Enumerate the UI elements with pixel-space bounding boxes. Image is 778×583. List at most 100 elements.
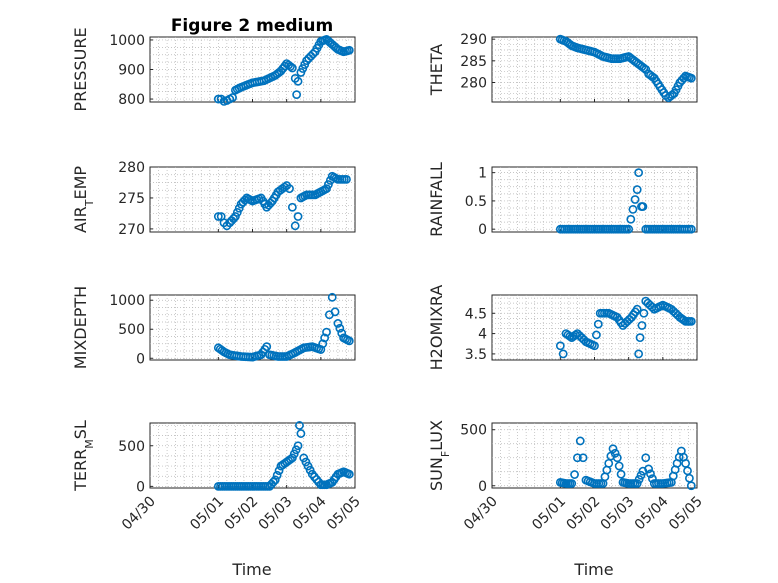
terr_msl-y-label: TERRMSL <box>71 420 96 492</box>
terr_msl-point <box>291 445 301 455</box>
air_temp-point <box>324 180 333 189</box>
rainfall-y-label: RAINFALL <box>427 162 446 237</box>
terr_msl-point <box>270 475 280 485</box>
air_temp-point <box>213 212 223 221</box>
mixdepth-point <box>318 339 328 349</box>
pressure-point <box>344 45 354 55</box>
pressure-point <box>293 76 303 86</box>
h2omixra-point <box>558 349 568 359</box>
h2omixra-point <box>593 319 603 329</box>
y-tick-label: 4 <box>478 327 487 343</box>
x-tick-label: 04/30 <box>119 494 159 534</box>
mixdepth-point <box>322 327 331 337</box>
sun_flux-point <box>570 470 579 479</box>
y-tick-label: 275 <box>118 191 145 207</box>
subplot-h2omixra: 3.5 4 4.5 H2OMIXRA <box>427 285 698 371</box>
terr_msl-point <box>272 470 282 480</box>
y-tick-label: 0 <box>478 222 487 238</box>
rainfall-point <box>630 195 640 204</box>
x-tick-label: 05/04 <box>632 493 672 533</box>
subplot-pressure: 800 900 1000 PRESSURE <box>71 27 356 112</box>
figure-title: Figure 2 medium <box>171 16 333 36</box>
rainfall-point <box>628 204 638 214</box>
terr_msl-point <box>289 449 299 459</box>
rainfall-point <box>624 224 634 234</box>
h2omixra-point <box>639 308 649 318</box>
sun_flux-point <box>616 469 626 479</box>
y-tick-label: 900 <box>118 63 145 79</box>
sun_flux-y-label: SUNFLUX <box>427 420 452 491</box>
air_temp-point <box>280 182 289 192</box>
sun_flux-point <box>575 436 585 446</box>
sun_flux-point <box>610 448 620 458</box>
h2omixra-point <box>565 331 575 341</box>
y-tick-label: 290 <box>460 32 487 48</box>
air_temp-y-label: AIRTEMP <box>71 166 96 233</box>
air_temp-point <box>322 184 331 194</box>
y-tick-label: 3.5 <box>465 347 487 363</box>
rainfall-point <box>626 214 636 224</box>
sun_flux-point <box>686 481 696 491</box>
sun_flux-point <box>578 453 588 463</box>
x-tick-label: 05/05 <box>666 494 706 534</box>
sun_flux-point <box>632 479 642 488</box>
terr_msl-point <box>296 429 306 438</box>
mixdepth-point <box>316 345 326 354</box>
terr_msl-point <box>287 453 297 463</box>
h2omixra-point <box>686 317 696 326</box>
h2omixra-point <box>632 304 642 314</box>
air_temp-point <box>231 212 240 221</box>
air_temp-point <box>293 212 303 221</box>
subplot-theta: 280 285 290 THETA <box>427 32 698 103</box>
mixdepth-y-label: MIXDEPTH <box>71 286 90 369</box>
x-tick-label: 04/30 <box>461 494 501 534</box>
x-tick-label: 05/04 <box>290 493 330 533</box>
rainfall-point <box>632 185 642 195</box>
y-tick-label: 1000 <box>109 33 145 49</box>
h2omixra-point <box>637 321 647 330</box>
y-tick-label: 280 <box>118 160 145 176</box>
y-tick-label: 1000 <box>109 293 145 309</box>
theta-y-label: THETA <box>427 44 446 96</box>
h2omixra-point <box>590 341 599 351</box>
air_temp-point <box>287 202 297 212</box>
sun_flux-point <box>644 464 653 474</box>
pressure-point <box>287 63 297 73</box>
air_temp-point <box>232 207 242 217</box>
mixdepth-point <box>327 292 337 302</box>
y-tick-label: 285 <box>460 54 487 70</box>
y-tick-label: 500 <box>118 322 145 338</box>
mixdepth-point <box>344 336 354 346</box>
rainfall-point <box>686 224 696 234</box>
y-tick-label: 0 <box>136 479 145 495</box>
terr_msl-point <box>268 477 278 487</box>
y-tick-label: 4.5 <box>465 306 487 322</box>
h2omixra-y-label: H2OMIXRA <box>427 285 446 371</box>
rainfall-point <box>634 168 644 178</box>
x-tick-label: 05/02 <box>221 494 261 534</box>
air_temp-point <box>342 174 351 184</box>
x-tick-label: 05/05 <box>324 494 364 534</box>
sun_flux-point <box>641 453 651 463</box>
x-tick-label: 05/01 <box>529 494 569 534</box>
x-tick-label: 05/02 <box>563 494 603 534</box>
pressure-point <box>308 49 318 59</box>
subplot-rainfall: 0 0.5 1 RAINFALL <box>427 162 698 238</box>
rainfall-point <box>638 202 648 211</box>
x-tick-label: 05/03 <box>598 494 638 534</box>
theta-point <box>686 73 696 83</box>
pressure-y-label: PRESSURE <box>71 27 90 111</box>
h2omixra-point <box>591 330 601 340</box>
y-tick-label: 1 <box>478 166 487 182</box>
x-axis-label-left: Time <box>231 560 271 579</box>
subplot-mixdepth: 0 500 1000 MIXDEPTH <box>71 286 356 369</box>
sun_flux-point <box>646 469 655 479</box>
subplot-air_temp: 270 275 280 AIRTEMP <box>71 160 356 238</box>
y-tick-label: 500 <box>460 423 487 439</box>
y-tick-label: 280 <box>460 76 487 92</box>
pressure-point <box>292 90 302 100</box>
h2omixra-point <box>555 341 565 351</box>
